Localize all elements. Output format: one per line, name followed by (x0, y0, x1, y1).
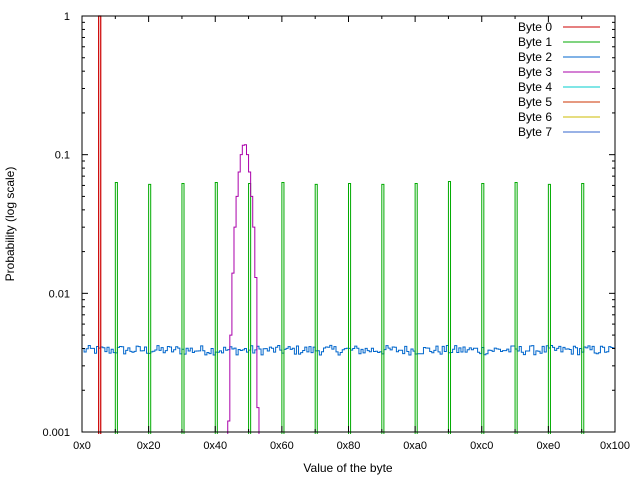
x-axis-label: Value of the byte (303, 461, 393, 475)
series-byte-1-spike (514, 181, 518, 434)
y-tick-label: 0.01 (49, 288, 70, 300)
series-byte-1-spike (481, 182, 485, 434)
series-byte-1-spike (281, 181, 285, 434)
series-byte-1-spike (447, 181, 452, 434)
legend-label: Byte 2 (518, 50, 552, 64)
y-tick-label: 0.001 (42, 427, 70, 439)
x-tick-label: 0x100 (600, 440, 630, 452)
legend-label: Byte 6 (518, 110, 552, 124)
y-tick-label: 1 (64, 11, 70, 23)
x-tick-label: 0x60 (270, 440, 294, 452)
series-byte-1-spike (148, 183, 152, 434)
series-byte-1-spike (314, 183, 318, 434)
y-axis-label: Probability (log scale) (3, 167, 17, 282)
series-byte-1-spike (214, 181, 218, 434)
x-tick-label: 0x20 (137, 440, 161, 452)
x-tick-label: 0xa0 (403, 440, 427, 452)
x-tick-label: 0xc0 (470, 440, 493, 452)
y-tick-label: 0.1 (55, 150, 70, 162)
x-tick-label: 0x0 (73, 440, 91, 452)
series-byte-1-spike (181, 182, 185, 434)
axis-ticks: 0x0 0x20 0x40 0x60 0x80 0xa0 0xc0 0xe0 0x100 1 0.1… (42, 11, 630, 452)
series-byte-1-spike (581, 182, 585, 434)
legend-label: Byte 0 (518, 20, 552, 34)
legend-label: Byte 5 (518, 95, 552, 109)
series-byte-1-spike (414, 182, 418, 434)
x-tick-label: 0x40 (203, 440, 227, 452)
series-byte-1-spike (248, 182, 252, 434)
series-byte-1-spike (547, 183, 551, 434)
legend-label: Byte 4 (518, 80, 552, 94)
legend-label: Byte 3 (518, 65, 552, 79)
legend-label: Byte 7 (518, 125, 552, 139)
legend-label: Byte 1 (518, 35, 552, 49)
x-tick-label: 0x80 (337, 440, 361, 452)
series-byte-1-spike (114, 181, 118, 434)
series-byte-1-spike (381, 183, 385, 434)
x-tick-label: 0xe0 (536, 440, 560, 452)
series-byte-3-line (227, 144, 260, 434)
series-byte-1-spike (348, 182, 352, 434)
series-byte-0-spike (98, 15, 102, 434)
